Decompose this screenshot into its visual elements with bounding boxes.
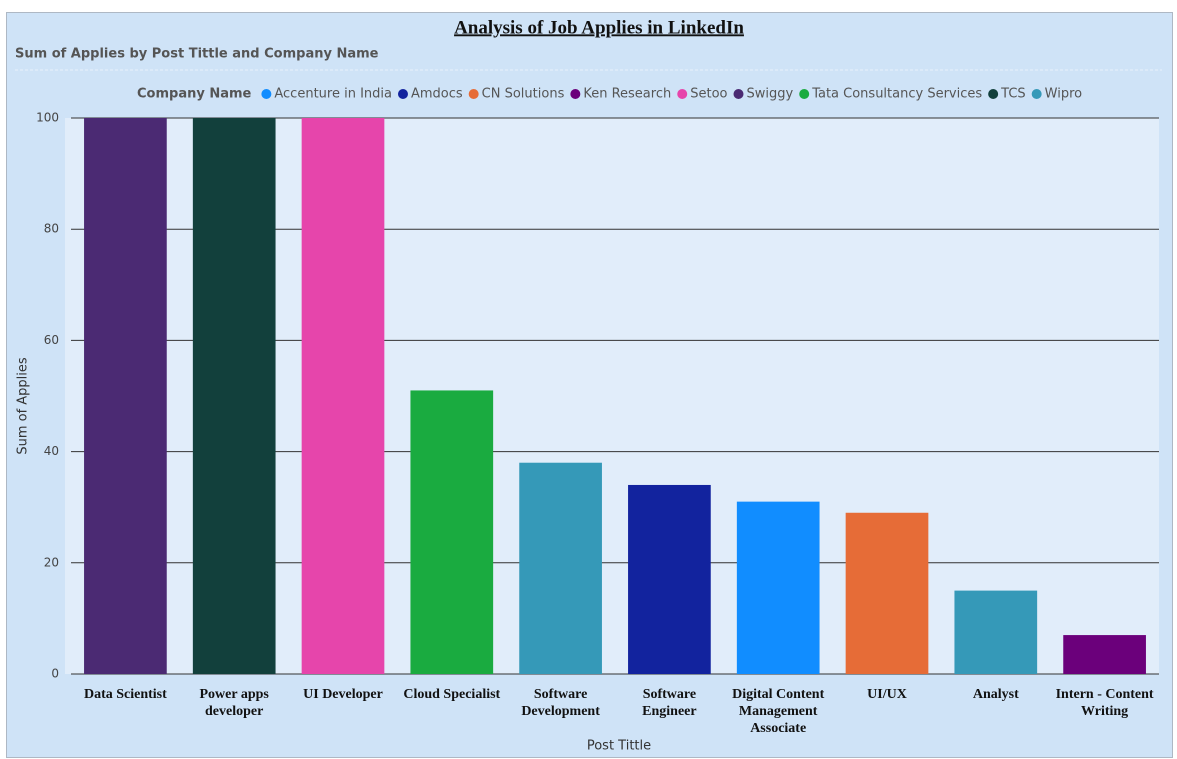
chart-title: Analysis of Job Applies in LinkedIn xyxy=(454,17,744,38)
y-axis-title: Sum of Applies xyxy=(16,357,31,455)
bar xyxy=(519,462,602,674)
chart: Analysis of Job Applies in LinkedIn Sum … xyxy=(15,17,1162,754)
x-tick-label: Digital Content Management Associate xyxy=(732,687,825,736)
legend-marker xyxy=(1031,89,1042,99)
x-axis-title: Post Tittle xyxy=(587,739,651,754)
bar xyxy=(192,118,276,674)
x-tick-label: Software Development xyxy=(521,687,600,719)
y-tick-label: 100 xyxy=(36,111,59,125)
legend-marker xyxy=(733,89,744,99)
report-visual: Analysis of Job Applies in LinkedIn Sum … xyxy=(6,12,1173,758)
bar xyxy=(301,118,385,674)
bar xyxy=(736,501,820,674)
legend-marker xyxy=(677,89,688,99)
x-tick-label: Intern - Content Writing xyxy=(1055,687,1154,719)
legend-label: CN Solutions xyxy=(482,87,565,102)
x-tick-label: Power apps developer xyxy=(199,687,269,719)
y-tick-label: 20 xyxy=(44,555,59,569)
y-tick-label: 0 xyxy=(51,667,59,681)
x-tick-label: UI/UX xyxy=(867,687,907,702)
x-tick-label: Analyst xyxy=(972,687,1019,702)
chart-subtitle: Sum of Applies by Post Tittle and Compan… xyxy=(15,47,379,62)
y-tick-label: 40 xyxy=(44,444,59,458)
legend-label: Accenture in India xyxy=(274,87,392,102)
x-tick-label: Data Scientist xyxy=(83,687,167,702)
legend-label: Amdocs xyxy=(411,87,463,102)
legend-marker xyxy=(799,89,810,99)
legend-label: Swiggy xyxy=(747,87,794,102)
legend-marker xyxy=(261,89,272,99)
legend-marker xyxy=(988,89,999,99)
bar xyxy=(954,590,1038,674)
y-tick-label: 80 xyxy=(44,222,59,236)
legend-label: Wipro xyxy=(1045,87,1082,102)
legend-marker xyxy=(397,89,408,99)
legend-marker xyxy=(468,89,479,99)
legend-label: TCS xyxy=(1000,87,1026,102)
legend-label: Tata Consultancy Services xyxy=(811,87,982,102)
legend-title: Company Name xyxy=(137,87,252,102)
y-tick-label: 60 xyxy=(44,333,59,347)
legend-label: Setoo xyxy=(690,87,727,102)
bar xyxy=(410,390,494,674)
bar xyxy=(84,118,167,674)
x-tick-label: Software Engineer xyxy=(642,687,697,719)
x-tick-label: Cloud Specialist xyxy=(403,687,501,702)
bar xyxy=(1063,635,1146,674)
x-tick-label: UI Developer xyxy=(303,687,383,702)
legend-label: Ken Research xyxy=(583,87,671,102)
bar xyxy=(845,512,929,674)
bar xyxy=(628,484,711,674)
legend-marker xyxy=(570,89,581,99)
